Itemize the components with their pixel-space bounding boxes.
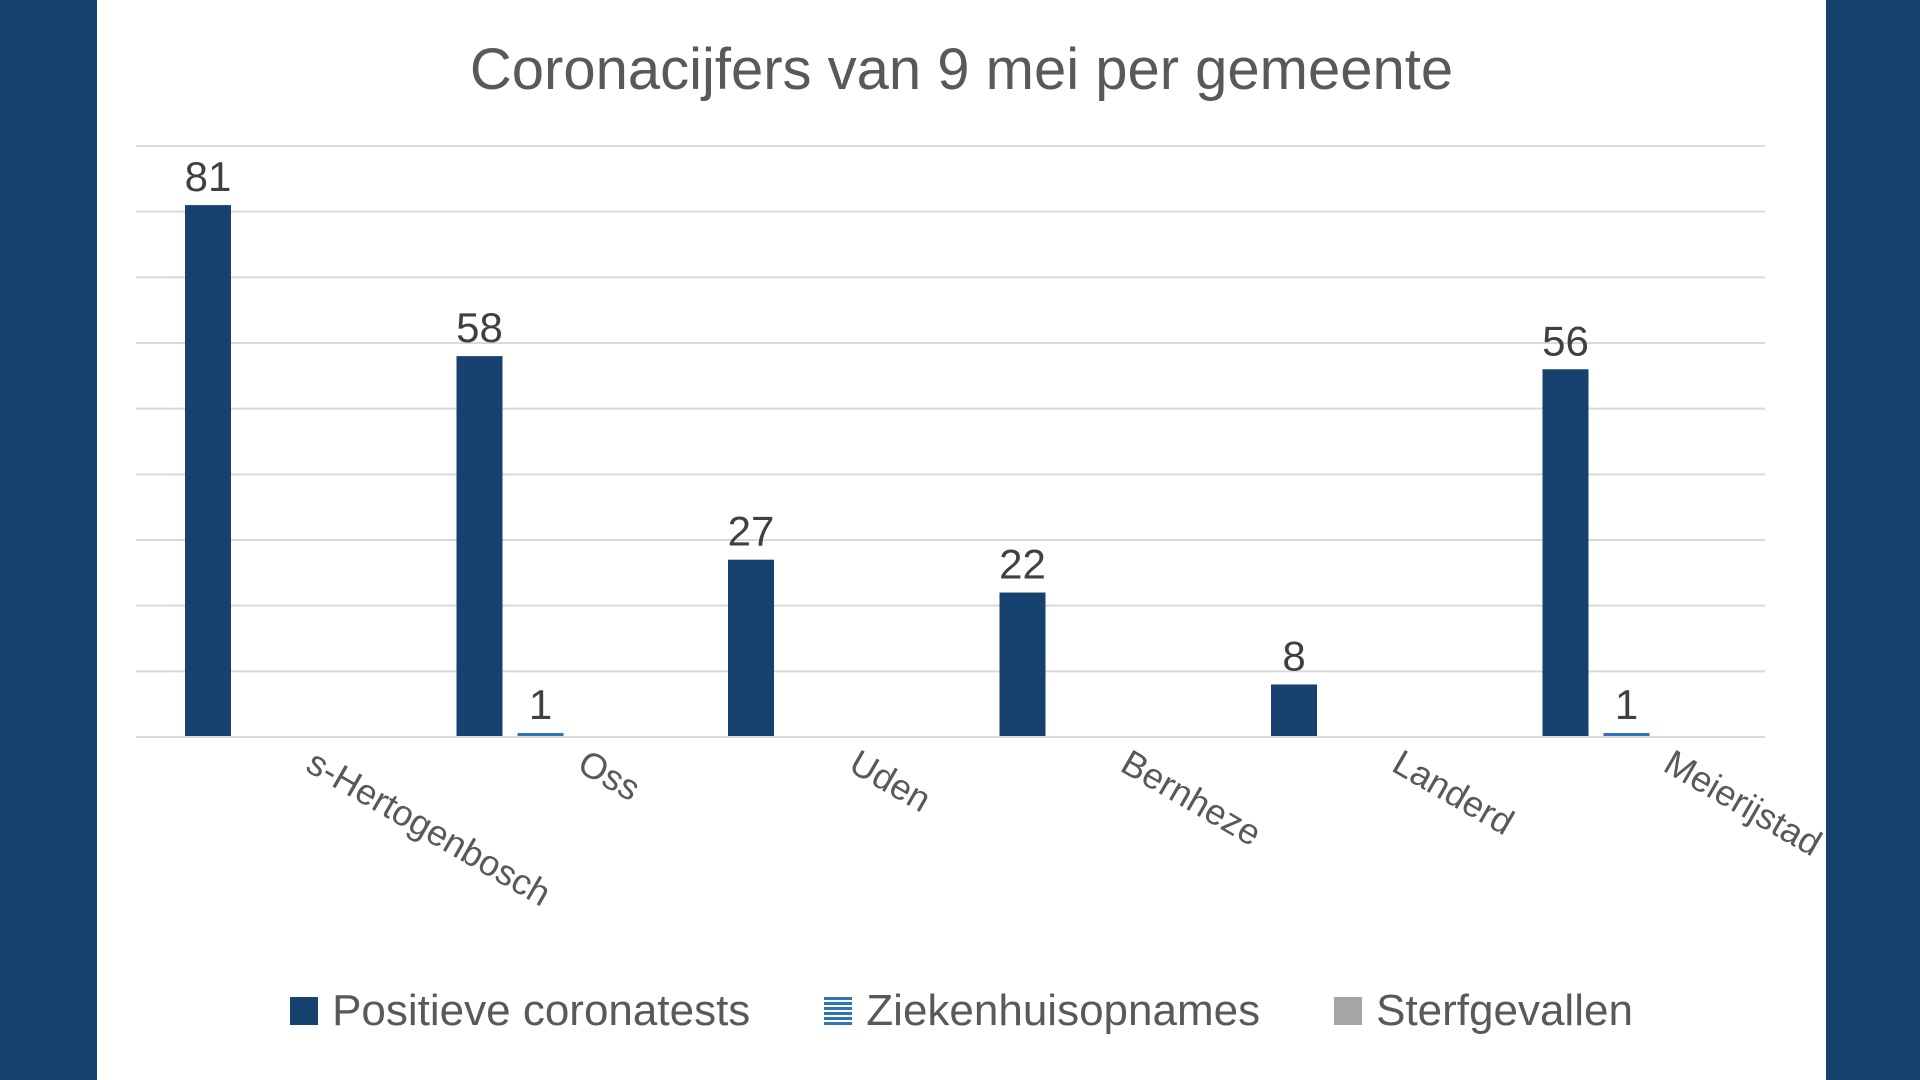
x-tick-label: Uden bbox=[843, 741, 938, 820]
x-tick-label: s-Hertogenbosch bbox=[300, 741, 558, 914]
legend-item-positieve-coronatests: Positieve coronatests bbox=[290, 986, 750, 1036]
legend-label-ziekenhuisopnames: Ziekenhuisopnames bbox=[866, 986, 1261, 1035]
chart-title: Coronacijfers van 9 mei per gemeente bbox=[469, 37, 1454, 102]
legend-swatch-positieve-coronatests bbox=[290, 997, 319, 1025]
bar-ziekenhuisopnames-oss bbox=[517, 733, 564, 737]
x-tick-label: Landerd bbox=[1386, 741, 1521, 843]
legend-swatch-ziekenhuisopnames bbox=[824, 997, 853, 1025]
bar-chart: 81s-Hertogenbosch581Oss27Uden22Bernheze8… bbox=[136, 145, 1827, 914]
bar-positieve-coronatests-meierijstad bbox=[1542, 369, 1589, 737]
chart-legend: Positieve coronatests Ziekenhuisopnames … bbox=[97, 986, 1826, 1036]
bar-positieve-coronatests-oss bbox=[456, 356, 503, 737]
x-tick-label: Meierijstad bbox=[1658, 741, 1827, 864]
data-label: 27 bbox=[728, 508, 775, 555]
data-label: 56 bbox=[1542, 317, 1589, 364]
bar-ziekenhuisopnames-meierijstad bbox=[1603, 733, 1650, 737]
legend-label-sterfgevallen: Sterfgevallen bbox=[1376, 986, 1633, 1035]
data-label: 1 bbox=[1615, 681, 1638, 728]
legend-label-positieve-coronatests: Positieve coronatests bbox=[332, 986, 751, 1035]
bar-positieve-coronatests-landerd bbox=[1271, 684, 1317, 737]
legend-swatch-sterfgevallen bbox=[1334, 997, 1363, 1025]
legend-item-sterfgevallen: Sterfgevallen bbox=[1334, 986, 1633, 1036]
bar-positieve-coronatests-bernheze bbox=[999, 592, 1046, 737]
data-label: 58 bbox=[456, 304, 503, 351]
data-label: 8 bbox=[1282, 632, 1305, 679]
bar-positieve-coronatests-s-hertogenbosch bbox=[185, 205, 231, 738]
bar-positieve-coronatests-uden bbox=[728, 559, 774, 737]
legend-item-ziekenhuisopnames: Ziekenhuisopnames bbox=[824, 986, 1260, 1036]
data-label: 81 bbox=[185, 153, 232, 200]
data-label: 22 bbox=[999, 541, 1046, 588]
data-label: 1 bbox=[529, 681, 552, 728]
chart-panel: Coronacijfers van 9 mei per gemeente 81 s… bbox=[97, 0, 1826, 1080]
x-tick-label: Oss bbox=[572, 741, 648, 809]
x-tick-label: Bernheze bbox=[1115, 741, 1269, 854]
